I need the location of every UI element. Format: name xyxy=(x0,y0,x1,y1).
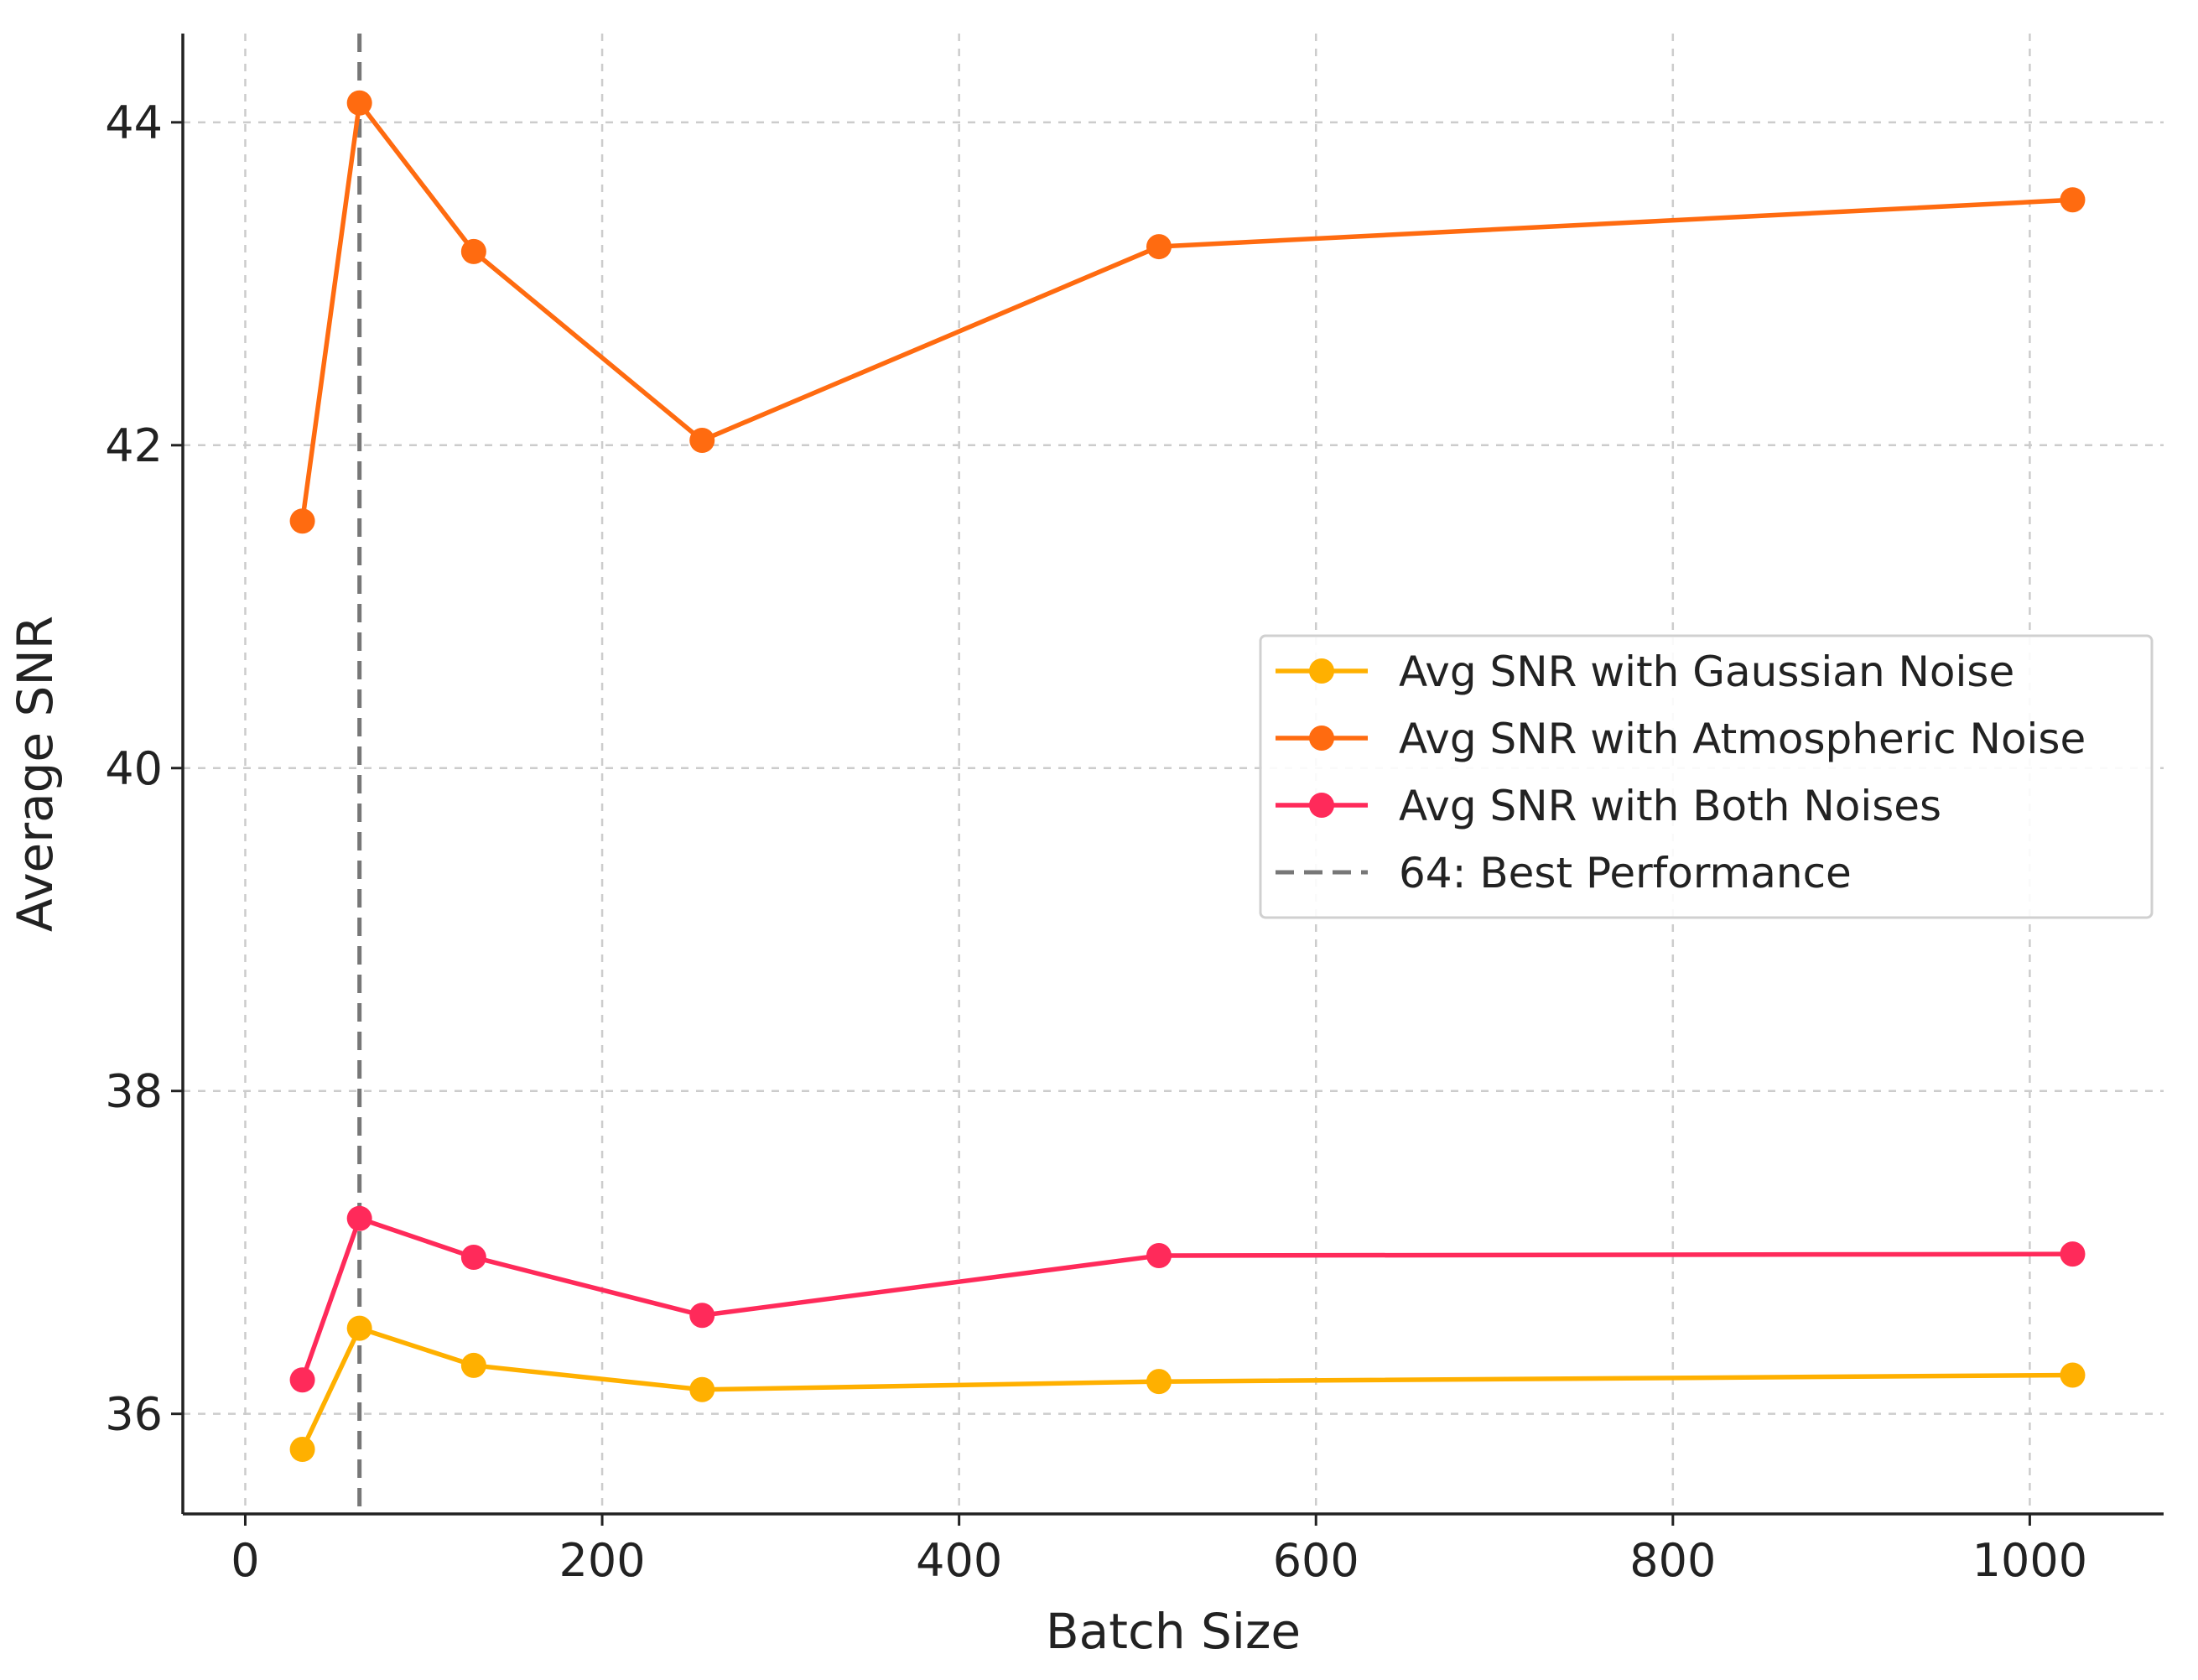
x-tick-label: 1000 xyxy=(1972,1534,2087,1587)
legend-box xyxy=(1259,634,2154,919)
data-point xyxy=(346,1315,372,1341)
legend: Avg SNR with Gaussian Noise Avg SNR with … xyxy=(1259,634,2154,919)
data-point xyxy=(346,1205,372,1231)
legend-marker xyxy=(1309,658,1334,684)
data-point xyxy=(289,508,315,534)
legend-item: Avg SNR with Gaussian Noise xyxy=(1276,648,2014,696)
x-tick-label: 0 xyxy=(231,1534,259,1587)
legend-marker xyxy=(1309,726,1334,751)
data-point xyxy=(289,1367,315,1393)
legend-label: Avg SNR with Atmospheric Noise xyxy=(1399,715,2086,763)
tick-labels: 0 200 400 600 800 1000 36 38 40 42 44 xyxy=(105,96,2087,1587)
data-point xyxy=(460,238,486,264)
data-point xyxy=(346,90,372,116)
y-tick-label: 42 xyxy=(105,419,163,472)
data-point xyxy=(289,1437,315,1463)
data-point xyxy=(2060,1241,2086,1267)
data-point xyxy=(2060,1362,2086,1388)
data-point xyxy=(1146,1243,1172,1269)
data-point xyxy=(689,1376,715,1402)
data-point xyxy=(1146,1369,1172,1395)
x-tick-label: 400 xyxy=(916,1534,1002,1587)
legend-label: 64: Best Performance xyxy=(1399,849,1852,897)
data-point xyxy=(2060,187,2086,213)
series-group xyxy=(289,90,2086,1463)
y-tick-label: 38 xyxy=(105,1065,163,1118)
series-line xyxy=(299,101,2073,522)
legend-item: 64: Best Performance xyxy=(1276,849,1852,897)
x-axis-title: Batch Size xyxy=(1046,1603,1301,1660)
y-tick-label: 44 xyxy=(105,96,163,149)
series-line xyxy=(300,1325,2073,1451)
x-tick-label: 600 xyxy=(1273,1534,1359,1587)
data-point xyxy=(689,1303,715,1329)
data-point xyxy=(689,428,715,454)
data-point xyxy=(460,1244,486,1270)
data-point xyxy=(460,1352,486,1378)
series-line xyxy=(299,1216,2073,1381)
y-tick-label: 40 xyxy=(105,742,163,795)
x-tick-label: 800 xyxy=(1629,1534,1716,1587)
legend-item: Avg SNR with Atmospheric Noise xyxy=(1276,715,2086,763)
data-point xyxy=(1146,234,1172,260)
x-tick-label: 200 xyxy=(559,1534,646,1587)
axes xyxy=(171,34,2164,1526)
series xyxy=(289,1315,2086,1463)
legend-label: Avg SNR with Gaussian Noise xyxy=(1399,648,2014,696)
legend-label: Avg SNR with Both Noises xyxy=(1399,782,1941,830)
series xyxy=(289,1205,2086,1393)
y-axis-title: Average SNR xyxy=(7,616,64,932)
legend-marker xyxy=(1309,793,1334,818)
series xyxy=(289,90,2086,534)
legend-item: Avg SNR with Both Noises xyxy=(1276,782,1941,830)
y-tick-label: 36 xyxy=(105,1388,163,1441)
